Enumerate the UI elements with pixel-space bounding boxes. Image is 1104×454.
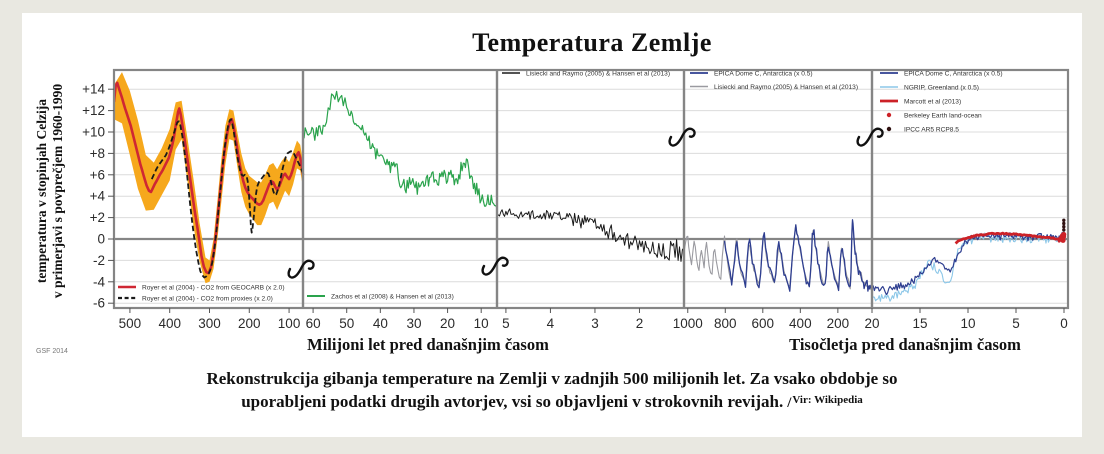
y-tick-label: +4 (90, 189, 106, 204)
x-tick-label: 0 (1060, 316, 1068, 331)
caption-line1: Rekonstrukcija gibanja temperature na Ze… (206, 369, 898, 388)
legend-item-label: Berkeley Earth land-ocean (904, 113, 982, 120)
y-tick-label: +6 (90, 167, 105, 182)
x-axis-label-millennia: Tisočletja pred današnjim časom (789, 335, 1021, 354)
marker-dot (1059, 236, 1063, 240)
x-tick-label: 10 (960, 316, 975, 331)
x-tick-label: 300 (198, 316, 221, 331)
series-royer-geocarb (114, 81, 305, 275)
y-axis-label: temperatura v stopinjah Celzija v primer… (34, 55, 70, 327)
x-tick-label: 15 (912, 316, 927, 331)
axis-break-icon (668, 127, 696, 147)
x-tick-label: 200 (827, 316, 850, 331)
x-tick-label: 100 (278, 316, 301, 331)
uncertainty-band (114, 72, 303, 284)
legend-item-label: NGRIP, Greenland (x 0.5) (904, 85, 979, 92)
legend-item-label: Lisiecki and Raymo (2005) & Hansen et al… (714, 84, 858, 91)
axis-breaks (287, 127, 884, 279)
x-axis-ticks: 500 400 300 200 100 60 50 40 30 20 10 5 4 3 2 1000 800 60… (119, 308, 1068, 331)
y-tick-label: +12 (82, 103, 105, 118)
legend-item-label: Royer et al (2004) - CO2 from proxies (x… (142, 296, 273, 303)
panel-pliocene-pleistocene (496, 208, 685, 262)
legend-item-label: Lisiecki and Raymo (2005) & Hansen et al… (526, 71, 670, 78)
x-tick-label: 1000 (673, 316, 703, 331)
series-zachos (302, 90, 498, 209)
x-tick-label: 500 (119, 316, 142, 331)
x-tick-label: 10 (474, 316, 489, 331)
y-axis-ticks: +14 +12 +10 +8 +6 +4 +2 0 -2 -4 -6 (82, 82, 114, 311)
x-axis-label-millions: Milijoni let pred današnjim časom (307, 335, 549, 354)
y-tick-label: -4 (93, 274, 105, 289)
axis-break-icon (856, 127, 884, 147)
x-tick-label: 30 (406, 316, 421, 331)
x-tick-label: 200 (238, 316, 261, 331)
plot-frame (112, 68, 1070, 310)
legend-item-label: Marcott et al (2013) (904, 99, 961, 106)
marker-dot (1062, 224, 1066, 229)
legends: Royer et al (2004) - CO2 from GEOCARB (x… (118, 71, 1003, 303)
y-tick-label: +10 (82, 125, 105, 140)
marker-dot (1062, 228, 1066, 232)
panel-cenozoic (302, 90, 498, 209)
x-tick-label: 20 (440, 316, 455, 331)
series-layer (114, 72, 1067, 302)
x-tick-label: 40 (373, 316, 388, 331)
panel-phanerozoic (114, 72, 305, 284)
marker-dot (1062, 218, 1066, 222)
x-tick-label: 50 (339, 316, 354, 331)
x-tick-label: 5 (502, 316, 510, 331)
axis-break-icon (481, 256, 509, 276)
y-tick-label: -2 (93, 253, 105, 268)
x-tick-label: 800 (714, 316, 737, 331)
x-tick-label: 60 (306, 316, 321, 331)
marker-dot (1062, 221, 1066, 226)
legend-item-label: EPICA Dome C, Antarctica (x 0.5) (714, 71, 813, 78)
legend-item-label: Royer et al (2004) - CO2 from GEOCARB (x… (142, 285, 285, 292)
legend-item-label: IPCC AR5 RCP8.5 (904, 127, 959, 134)
x-tick-label: 5 (1012, 316, 1020, 331)
legend-marker-dot (886, 112, 892, 118)
x-tick-label: 400 (789, 316, 812, 331)
plot-border (112, 68, 1070, 310)
y-tick-label: +2 (90, 210, 105, 225)
y-axis-label-line1: temperatura v stopinjah Celzija (34, 98, 49, 284)
gridlines (114, 88, 1068, 304)
series-marcott (954, 231, 1065, 245)
series-epica-dome-c (723, 219, 873, 292)
x-tick-label: 3 (591, 316, 599, 331)
legend-marker-dot (886, 126, 892, 132)
caption-line2-text: uporabljeni podatki drugih avtorjev, vsi… (241, 391, 784, 411)
x-tick-label: 400 (158, 316, 181, 331)
series-royer-proxies (150, 118, 304, 279)
watermark: GSF 2014 (36, 348, 68, 355)
y-tick-label: +8 (90, 146, 105, 161)
panel-pleistocene (683, 219, 873, 292)
x-tick-label: 2 (636, 316, 644, 331)
caption: Rekonstrukcija gibanja temperature na Ze… (30, 368, 1074, 415)
series-epica-dome-c (871, 232, 1065, 296)
x-tick-label: 600 (752, 316, 775, 331)
x-tick-label: 20 (864, 316, 879, 331)
panel-holocene (871, 218, 1067, 302)
caption-line2: uporabljeni podatki drugih avtorjev, vsi… (30, 391, 1074, 416)
y-tick-label: +14 (82, 82, 105, 97)
legend-item-label: EPICA Dome C, Antarctica (x 0.5) (904, 71, 1003, 78)
marker-dot (1061, 231, 1067, 238)
y-tick-label: -6 (93, 296, 105, 311)
x-tick-label: 4 (547, 316, 555, 331)
y-axis-label-line2: v primerjavi s povprečjem 1960-1990 (50, 83, 65, 299)
y-tick-label: 0 (97, 232, 105, 247)
caption-source: Vir: Wikipedia (792, 393, 863, 406)
legend-item-label: Zachos et al (2008) & Hansen et al (2013… (331, 294, 454, 301)
caption-separator: / (787, 394, 792, 411)
chart-title: Temperatura Zemlje (472, 28, 712, 57)
series-lisiecki-raymo (496, 208, 685, 262)
axis-break-icon (287, 259, 315, 279)
